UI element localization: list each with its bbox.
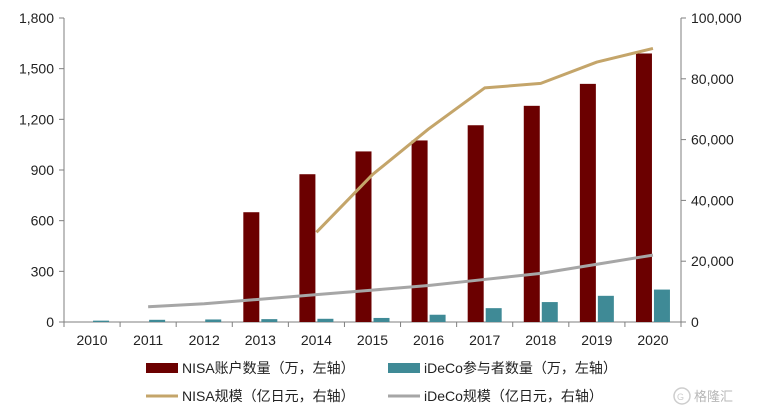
right-tick-label: 100,000 — [691, 10, 742, 26]
ideco-participants-bar — [485, 308, 502, 322]
ideco-scale-line — [148, 253, 654, 309]
nisa-accounts-bar — [523, 105, 540, 322]
nisa-accounts-bar — [635, 53, 652, 322]
axes — [59, 17, 686, 327]
glh-logo-mark: G — [677, 392, 684, 402]
ideco-participants-bar — [653, 289, 670, 322]
left-tick-label: 900 — [31, 162, 55, 178]
ideco-participants-bar — [93, 320, 110, 322]
legend-label: iDeCo规模（亿日元，右轴） — [424, 388, 603, 404]
ideco-participants-bar — [205, 319, 222, 322]
nisa-scale-line — [315, 46, 654, 234]
ideco-participants-bar — [541, 302, 558, 322]
tick-labels: 0 300 600 900 1,200 1,500 1,800 0 20,000 40,000 60… — [19, 10, 742, 348]
ideco-participants-bar — [597, 295, 614, 322]
right-tick-label: 0 — [691, 314, 699, 330]
nisa-accounts-bar — [355, 151, 372, 322]
x-tick-label: 2013 — [245, 332, 276, 348]
ideco-participants-bar — [261, 319, 278, 322]
nisa-accounts-bar — [579, 83, 596, 322]
nisa-accounts-bar — [243, 212, 260, 322]
nisa-accounts-bar — [299, 174, 316, 322]
legend-label: NISA账户数量（万，左轴） — [182, 360, 355, 376]
x-tick-label: 2019 — [581, 332, 612, 348]
nisa-accounts-bar — [467, 125, 484, 322]
left-tick-label: 600 — [31, 213, 55, 229]
right-tick-label: 20,000 — [691, 253, 734, 269]
bars — [93, 53, 670, 322]
x-tick-label: 2010 — [76, 332, 107, 348]
left-tick-label: 1,800 — [19, 10, 54, 26]
x-tick-label: 2014 — [301, 332, 332, 348]
left-tick-label: 0 — [46, 314, 54, 330]
nisa-accounts-bar — [411, 140, 428, 322]
legend-label: NISA规模（亿日元，右轴） — [182, 388, 355, 404]
lines — [148, 46, 654, 309]
left-tick-label: 1,200 — [19, 111, 54, 127]
right-tick-label: 80,000 — [691, 71, 734, 87]
legend: NISA账户数量（万，左轴） iDeCo参与者数量（万，左轴） NISA规模（亿日元… — [146, 360, 617, 404]
x-tick-label: 2015 — [357, 332, 388, 348]
x-tick-label: 2020 — [637, 332, 668, 348]
right-tick-label: 40,000 — [691, 192, 734, 208]
right-tick-label: 60,000 — [691, 132, 734, 148]
x-tick-label: 2011 — [133, 332, 163, 348]
glh-logo-icon — [673, 387, 691, 405]
left-tick-label: 1,500 — [19, 61, 54, 77]
ideco-participants-bar — [429, 314, 446, 322]
ideco-participants-bar — [149, 319, 166, 322]
left-tick-label: 300 — [31, 263, 55, 279]
ideco-participants-bar — [317, 318, 334, 322]
x-tick-label: 2012 — [189, 332, 220, 348]
legend-swatch — [388, 363, 420, 373]
watermark-text: 格隆汇 — [694, 389, 733, 405]
x-tick-label: 2017 — [469, 332, 500, 348]
legend-label: iDeCo参与者数量（万，左轴） — [424, 360, 617, 376]
legend-swatch — [146, 363, 178, 373]
x-tick-label: 2018 — [525, 332, 556, 348]
ideco-participants-bar — [373, 317, 390, 322]
x-tick-label: 2016 — [413, 332, 444, 348]
watermark: G 格隆汇 — [673, 387, 733, 405]
